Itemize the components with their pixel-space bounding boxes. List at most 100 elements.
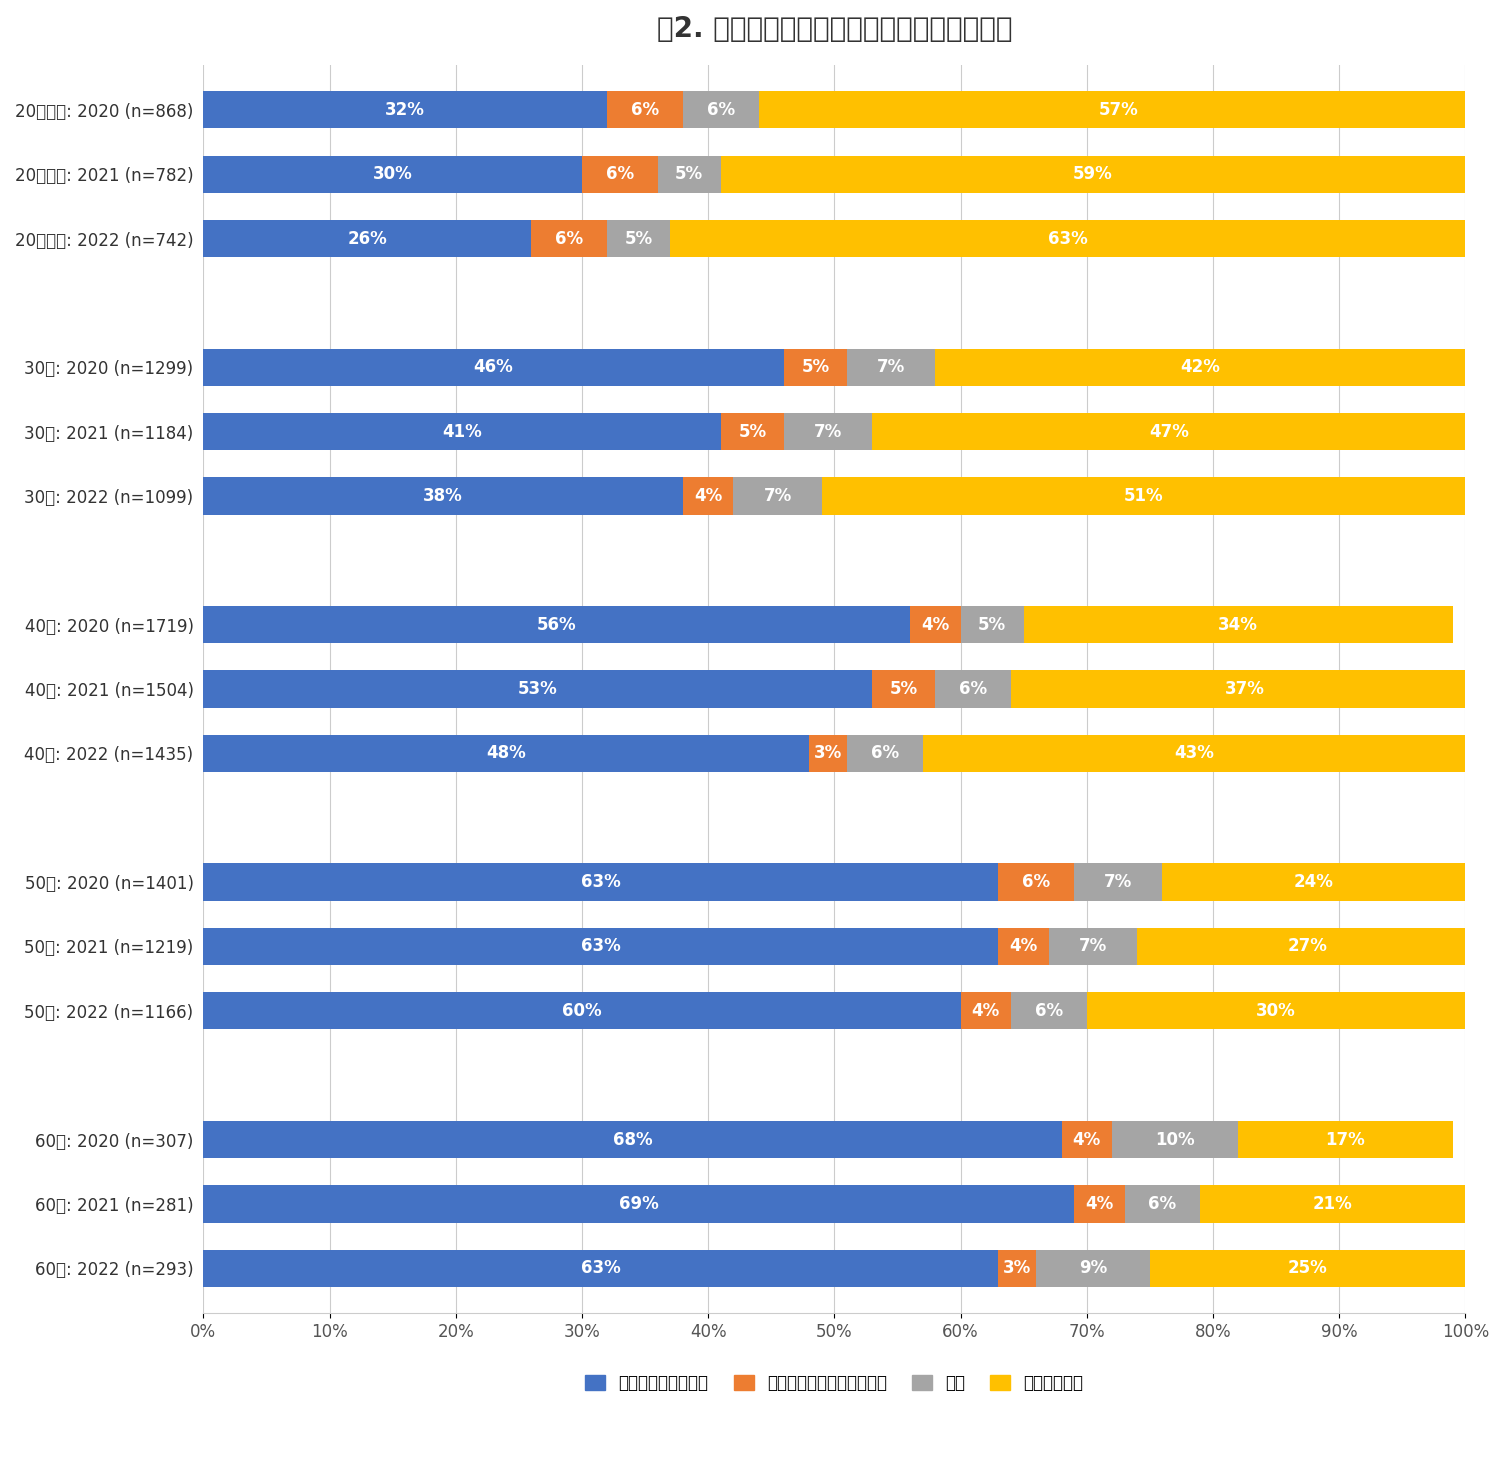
- Bar: [1111, 1121, 1238, 1158]
- Title: 図2. 年齢層別年賀状を出した人の割合の変化: 図2. 年齢層別年賀状を出した人の割合の変化: [657, 15, 1012, 43]
- Text: 43%: 43%: [1175, 744, 1214, 763]
- Text: 4%: 4%: [972, 1002, 1000, 1019]
- Bar: [203, 1121, 1062, 1158]
- Bar: [961, 993, 1011, 1030]
- Text: 6%: 6%: [632, 100, 659, 119]
- Bar: [1024, 605, 1453, 644]
- Bar: [683, 91, 758, 128]
- Text: 30%: 30%: [1256, 1002, 1296, 1019]
- Bar: [203, 670, 872, 707]
- Bar: [1151, 1249, 1465, 1287]
- Text: 42%: 42%: [1181, 358, 1220, 376]
- Text: 4%: 4%: [920, 616, 949, 633]
- Text: 4%: 4%: [1009, 937, 1038, 956]
- Text: 7%: 7%: [814, 423, 842, 440]
- Text: 17%: 17%: [1325, 1130, 1366, 1149]
- Bar: [203, 219, 531, 258]
- Bar: [847, 735, 922, 772]
- Bar: [1137, 928, 1478, 965]
- Text: 6%: 6%: [555, 230, 584, 247]
- Bar: [720, 156, 1465, 193]
- Bar: [922, 735, 1465, 772]
- Bar: [999, 1249, 1036, 1287]
- Text: 5%: 5%: [624, 230, 653, 247]
- Bar: [999, 863, 1074, 901]
- Text: 51%: 51%: [1123, 488, 1164, 505]
- Bar: [720, 412, 784, 451]
- Bar: [999, 928, 1048, 965]
- Text: 47%: 47%: [1149, 423, 1188, 440]
- Text: 68%: 68%: [612, 1130, 653, 1149]
- Bar: [847, 349, 935, 386]
- Text: 53%: 53%: [517, 681, 558, 698]
- Bar: [1238, 1121, 1453, 1158]
- Bar: [1087, 993, 1465, 1030]
- Bar: [582, 156, 657, 193]
- Bar: [203, 1186, 1074, 1223]
- Text: 57%: 57%: [1098, 100, 1139, 119]
- Text: 7%: 7%: [1078, 937, 1107, 956]
- Text: 6%: 6%: [1035, 1002, 1063, 1019]
- Bar: [203, 91, 608, 128]
- Text: 46%: 46%: [474, 358, 513, 376]
- Bar: [203, 863, 999, 901]
- Bar: [203, 156, 582, 193]
- Bar: [758, 91, 1478, 128]
- Text: 7%: 7%: [764, 488, 791, 505]
- Bar: [1200, 1186, 1465, 1223]
- Bar: [1074, 863, 1163, 901]
- Bar: [910, 605, 961, 644]
- Text: 7%: 7%: [877, 358, 905, 376]
- Text: 63%: 63%: [581, 1259, 621, 1277]
- Text: 4%: 4%: [1072, 1130, 1101, 1149]
- Bar: [203, 1249, 999, 1287]
- Text: 6%: 6%: [1149, 1195, 1176, 1212]
- Text: 48%: 48%: [486, 744, 526, 763]
- Text: 63%: 63%: [1048, 230, 1087, 247]
- Text: 56%: 56%: [537, 616, 576, 633]
- Text: 60%: 60%: [562, 1002, 602, 1019]
- Bar: [531, 219, 608, 258]
- Text: 3%: 3%: [1003, 1259, 1032, 1277]
- Text: 26%: 26%: [347, 230, 388, 247]
- Bar: [683, 477, 734, 514]
- Text: 41%: 41%: [442, 423, 481, 440]
- Bar: [1036, 1249, 1151, 1287]
- Text: 7%: 7%: [1104, 873, 1133, 891]
- Bar: [809, 735, 847, 772]
- Text: 38%: 38%: [423, 488, 463, 505]
- Text: 6%: 6%: [707, 100, 735, 119]
- Text: 5%: 5%: [890, 681, 917, 698]
- Bar: [734, 477, 821, 514]
- Text: 9%: 9%: [1078, 1259, 1107, 1277]
- Bar: [961, 605, 1024, 644]
- Text: 5%: 5%: [675, 165, 704, 183]
- Bar: [203, 993, 961, 1030]
- Bar: [1062, 1121, 1111, 1158]
- Bar: [784, 349, 847, 386]
- Text: 63%: 63%: [581, 937, 621, 956]
- Bar: [608, 91, 683, 128]
- Text: 4%: 4%: [693, 488, 722, 505]
- Bar: [203, 605, 910, 644]
- Text: 32%: 32%: [385, 100, 426, 119]
- Bar: [872, 670, 935, 707]
- Text: 4%: 4%: [1086, 1195, 1113, 1212]
- Bar: [1163, 863, 1465, 901]
- Bar: [203, 349, 784, 386]
- Text: 69%: 69%: [618, 1195, 659, 1212]
- Bar: [608, 219, 671, 258]
- Text: 24%: 24%: [1293, 873, 1334, 891]
- Text: 6%: 6%: [960, 681, 987, 698]
- Text: 25%: 25%: [1287, 1259, 1328, 1277]
- Text: 21%: 21%: [1313, 1195, 1352, 1212]
- Bar: [657, 156, 720, 193]
- Bar: [872, 412, 1465, 451]
- Text: 30%: 30%: [373, 165, 412, 183]
- Bar: [821, 477, 1465, 514]
- Bar: [203, 735, 809, 772]
- Text: 37%: 37%: [1224, 681, 1265, 698]
- Bar: [1074, 1186, 1125, 1223]
- Bar: [1011, 993, 1087, 1030]
- Bar: [935, 670, 1011, 707]
